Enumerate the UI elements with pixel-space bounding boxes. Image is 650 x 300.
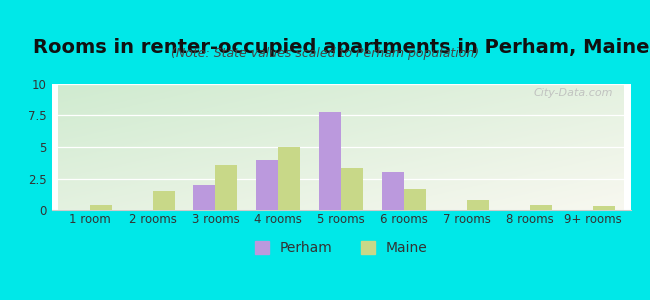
Bar — [278, 147, 300, 210]
Title: Rooms in renter-occupied apartments in Perham, Maine: Rooms in renter-occupied apartments in P… — [33, 38, 649, 57]
Bar — [194, 185, 216, 210]
Bar — [593, 206, 615, 210]
Bar — [530, 205, 552, 210]
Bar — [404, 189, 426, 210]
Bar — [319, 112, 341, 210]
Bar — [153, 191, 175, 210]
Bar — [90, 205, 112, 210]
Bar — [256, 160, 278, 210]
Bar — [382, 172, 404, 210]
Legend: Perham, Maine: Perham, Maine — [250, 236, 433, 261]
Bar — [216, 165, 237, 210]
Bar — [341, 168, 363, 210]
Bar — [467, 200, 489, 210]
Text: (Note: State values scaled to Perham population): (Note: State values scaled to Perham pop… — [171, 46, 479, 59]
Text: City-Data.com: City-Data.com — [534, 88, 613, 98]
